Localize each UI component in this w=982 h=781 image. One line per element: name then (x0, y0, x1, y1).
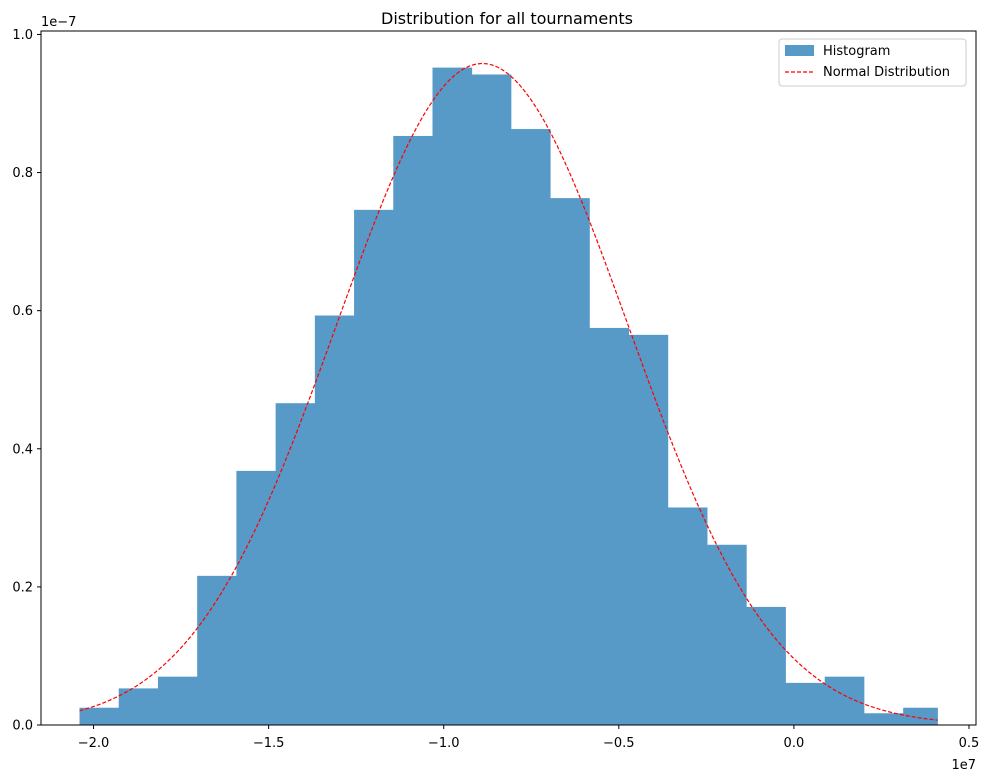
histogram-bar (746, 606, 786, 725)
x-axis-offset-label: 1e7 (951, 758, 976, 773)
histogram-bar (667, 507, 708, 725)
histogram-bar (589, 327, 630, 725)
x-tick-label: −2.0 (78, 736, 110, 751)
x-tick-label: 0.5 (959, 736, 980, 751)
histogram-bar (471, 74, 512, 725)
y-axis-offset-label: 1e−7 (41, 15, 76, 30)
histogram-bar (550, 198, 590, 726)
histogram-bar (393, 135, 433, 725)
histogram-bars (79, 67, 938, 726)
histogram-bar (354, 209, 394, 726)
normal-distribution-line (79, 62, 938, 721)
legend: Histogram Normal Distribution (778, 38, 967, 87)
y-tick-label: 0.2 (12, 580, 33, 595)
legend-histogram-label: Histogram (823, 44, 890, 59)
histogram-bar (197, 575, 237, 725)
histogram-bar (432, 67, 473, 726)
legend-normal-label: Normal Distribution (823, 65, 950, 80)
histogram-bar (275, 403, 316, 725)
histogram-bar (79, 707, 120, 725)
histogram-bar (118, 688, 159, 725)
y-tick-label: 0.0 (12, 719, 33, 734)
x-tick-label: 0.0 (784, 736, 805, 751)
y-tick-label: 0.4 (12, 442, 33, 457)
histogram-bar (314, 315, 355, 725)
histogram-bar (157, 676, 198, 725)
histogram-bar (628, 334, 669, 725)
y-tick-label: 0.8 (12, 166, 33, 181)
histogram-bar (236, 470, 277, 725)
x-tick-label: −1.5 (253, 736, 285, 751)
histogram-bar (863, 713, 904, 725)
x-tick-label: −0.5 (603, 736, 635, 751)
histogram-bar (903, 707, 938, 725)
y-tick-label: 0.6 (12, 304, 33, 319)
legend-box (778, 38, 967, 87)
y-tick-label: 1.0 (12, 28, 33, 43)
histogram-bar (510, 129, 551, 725)
histogram-bar (707, 544, 747, 725)
histogram-bar (785, 682, 826, 725)
x-tick-label: −1.0 (428, 736, 460, 751)
legend-histogram-swatch (785, 45, 814, 56)
plot-frame (40, 30, 977, 726)
axes: −2.0 −1.5 −1.0 −0.5 0.0 0.5 0.0 0.2 0.4 0.6 0.8 1.0 (12, 28, 979, 751)
histogram-bar (824, 676, 865, 725)
chart-title: Distribution for all tournaments (381, 9, 633, 28)
normal-curve-layer (79, 62, 938, 721)
